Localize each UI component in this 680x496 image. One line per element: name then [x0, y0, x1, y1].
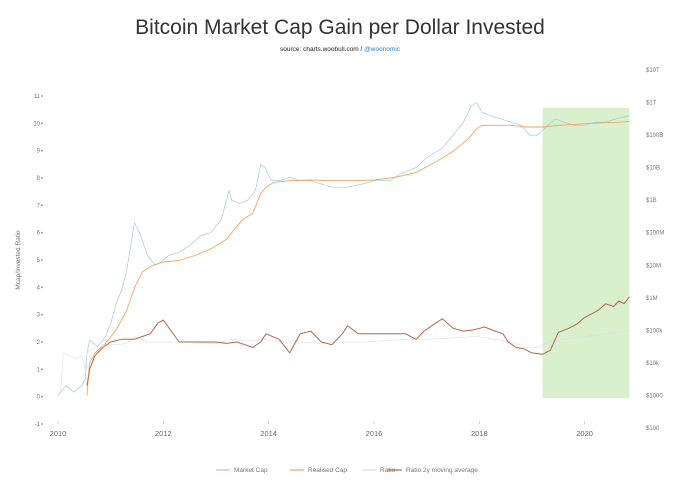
- y2-tick-label: $10B: [646, 166, 660, 172]
- subtitle-source: source: charts.woobull.com /: [279, 46, 365, 53]
- legend-realised-cap-label: Realised Cap: [308, 467, 347, 474]
- legend-market-cap-label: Market Cap: [234, 467, 268, 474]
- y-tick-label: 1: [37, 367, 41, 373]
- x-tick-label: 2010: [50, 429, 67, 438]
- y2-tick-label: $100M: [646, 231, 664, 237]
- y-tick-label: -1: [35, 422, 41, 428]
- y-tick-mark: [41, 313, 43, 316]
- y2-tick-label: $100k: [646, 328, 663, 334]
- y-tick-mark: [41, 231, 43, 234]
- y-tick-mark: [41, 122, 43, 125]
- y-tick-label: 10: [33, 121, 40, 127]
- x-tick-label: 2018: [471, 429, 488, 438]
- chart-subtitle: source: charts.woobull.com / @woonomic: [0, 46, 680, 53]
- highlight-region: [542, 108, 630, 398]
- y-tick-mark: [41, 177, 43, 179]
- y2-tick-label: $1M: [646, 296, 658, 302]
- y2-tick-label: $100B: [646, 133, 663, 139]
- y-tick-mark: [41, 423, 43, 425]
- y-tick-label: 4: [37, 285, 41, 291]
- y-axis-label: Mcap/Invested Ratio: [15, 230, 22, 290]
- y2-tick-label: $10k: [646, 361, 660, 367]
- y-tick-mark: [41, 259, 43, 261]
- subtitle-handle-link[interactable]: @woonomic: [364, 46, 401, 53]
- y-tick-label: 6: [37, 231, 41, 237]
- chart-title: Bitcoin Market Cap Gain per Dollar Inves…: [135, 16, 545, 39]
- y2-tick-label: $10M: [646, 263, 661, 269]
- y-tick-mark: [41, 204, 43, 207]
- y-tick-mark: [41, 95, 43, 97]
- y-tick-mark: [41, 368, 43, 371]
- y2-tick-label: $1B: [646, 198, 657, 204]
- y-tick-mark: [41, 286, 43, 289]
- legend-ratio-label: Ratio: [380, 467, 396, 474]
- market-cap-line: [57, 102, 630, 396]
- y-tick-label: 8: [37, 176, 41, 182]
- x-tick-label: 2014: [260, 429, 277, 438]
- ratio-ma-line: [86, 296, 630, 386]
- x-tick-label: 2020: [576, 429, 593, 438]
- ratio-line: [60, 330, 630, 392]
- y-tick-label: 2: [37, 340, 41, 346]
- realised-cap-line: [86, 120, 630, 396]
- y2-tick-label: $100: [646, 426, 660, 432]
- y-tick-label: 3: [37, 313, 41, 319]
- y2-tick-label: $1T: [646, 101, 657, 107]
- y-tick-label: 7: [37, 203, 41, 209]
- x-tick-label: 2016: [366, 429, 383, 438]
- y2-tick-label: $1000: [646, 393, 663, 399]
- y2-tick-label: $10T: [646, 68, 660, 74]
- y-tick-mark: [41, 341, 43, 343]
- y-tick-mark: [41, 395, 43, 398]
- legend-ratio-ma-label: Ratio 2y moving average: [406, 467, 478, 474]
- y-tick-label: 11: [34, 94, 41, 100]
- x-tick-label: 2012: [155, 429, 172, 438]
- y-tick-label: 0: [37, 395, 41, 401]
- y-tick-label: 5: [37, 258, 41, 264]
- y-tick-label: 9: [37, 149, 41, 155]
- y-tick-mark: [41, 149, 43, 152]
